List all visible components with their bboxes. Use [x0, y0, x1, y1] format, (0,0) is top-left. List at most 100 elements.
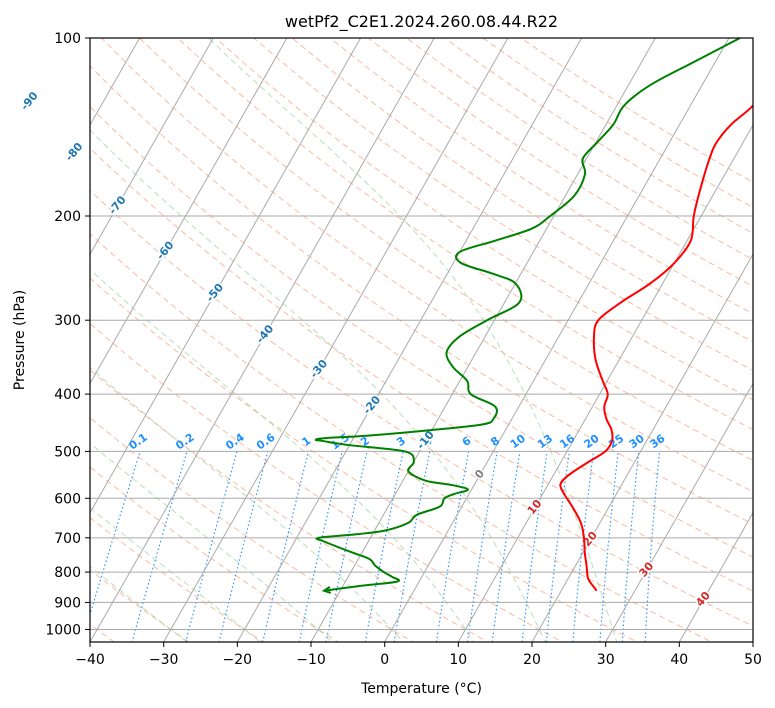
dry-adiabat-line: [291, 38, 753, 343]
isotherm-label: -20: [360, 393, 383, 417]
isotherm-line: [163, 38, 509, 642]
y-tick-label: 500: [54, 444, 81, 460]
y-axis: 100 200 300 400 500 600 700 800 900 1000: [45, 31, 90, 639]
mixing-ratio-line: [262, 451, 309, 642]
mixing-ratio-label: 0.6: [254, 430, 278, 452]
mixing-ratio-line: [435, 451, 470, 642]
y-tick-label: 600: [54, 491, 81, 507]
dry-adiabat-line: [215, 38, 753, 401]
mixing-ratio-label: 0.1: [126, 431, 149, 453]
mixing-ratio-line: [644, 451, 661, 642]
background-lines: [0, 38, 753, 642]
dry-adiabat-line: [443, 38, 753, 234]
moist-adiabat-line: [90, 565, 189, 642]
dry-adiabat-line: [90, 466, 340, 642]
mixing-ratio-label: 1.5: [328, 431, 351, 453]
temperature-line: [559, 104, 753, 592]
y-axis-label: Pressure (hPa): [12, 290, 28, 390]
mixing-ratio-label: 8: [488, 434, 502, 449]
dry-adiabat-line: [405, 38, 753, 261]
isotherm-label: -90: [18, 89, 41, 113]
dewpoint-arrowhead: [321, 586, 332, 594]
moist-adiabat-line: [90, 129, 546, 642]
isotherm-line: [605, 382, 753, 642]
y-tick-label: 200: [54, 209, 81, 225]
dry-adiabat-line: [367, 38, 753, 287]
mixing-ratio-line: [393, 451, 431, 642]
isotherm-line: [752, 640, 753, 642]
x-tick-label: −20: [223, 652, 253, 668]
data-lines: [314, 38, 753, 594]
dry-adiabat-line: [90, 369, 489, 642]
x-tick-label: −40: [75, 652, 105, 668]
dry-adiabat-line: [90, 277, 639, 642]
y-tick-label: 400: [54, 387, 81, 403]
y-tick-label: 900: [54, 595, 81, 611]
x-tick-label: 40: [670, 652, 688, 668]
isotherm-label: -60: [154, 238, 177, 262]
isotherm-label: -30: [307, 357, 330, 381]
mixing-ratio-label: 13: [535, 432, 555, 451]
isotherm-line: [384, 38, 730, 642]
x-tick-label: −30: [149, 652, 179, 668]
isotherm-label: 40: [693, 589, 713, 609]
dry-adiabat-line: [90, 189, 753, 627]
isotherm-label: -50: [203, 281, 226, 305]
plot-frame: [89, 37, 754, 643]
dry-adiabat-line: [90, 569, 190, 642]
mixing-ratio-label: 30: [627, 432, 647, 452]
y-tick-label: 1000: [45, 623, 81, 639]
x-tick-label: 50: [744, 652, 762, 668]
mixing-ratio-line: [621, 451, 640, 642]
x-tick-label: −10: [296, 652, 326, 668]
isotherm-line: [310, 38, 656, 642]
mixing-ratio-label: 1: [300, 434, 314, 449]
x-tick-label: 30: [597, 652, 615, 668]
isotherm-line: [0, 38, 66, 642]
isotherm-line: [457, 124, 753, 642]
dry-adiabat-line: [253, 38, 753, 371]
isotherm-line: [90, 38, 362, 514]
isotherm-label: -80: [63, 140, 86, 164]
mixing-ratio-label: 16: [557, 432, 577, 452]
isotherm-line: [531, 253, 753, 642]
mixing-ratio-label: 0.4: [223, 430, 247, 452]
mixing-ratio-line: [218, 451, 269, 642]
dry-adiabat-line: [90, 322, 564, 642]
isotherm-label: 30: [637, 559, 657, 579]
mixing-ratio-line: [131, 451, 188, 642]
y-tick-label: 700: [54, 531, 81, 547]
isotherm-label: 10: [525, 497, 545, 517]
dry-adiabat-line: [90, 147, 753, 592]
line-labels: 0.10.20.40.611.52346810131620253036-100-…: [17, 88, 715, 611]
isotherm-line: [90, 38, 435, 642]
mixing-ratio-label: 6: [460, 434, 474, 449]
chart-title: wetPf2_C2E1.2024.260.08.44.R22: [285, 12, 558, 32]
y-tick-label: 100: [54, 31, 81, 47]
mixing-ratio-line: [325, 451, 368, 642]
dry-adiabat-line: [90, 417, 414, 642]
mixing-ratio-line: [364, 451, 404, 642]
mixing-ratio-label: 0.2: [173, 431, 196, 453]
isotherm-line: [678, 511, 753, 642]
dry-adiabat-line: [90, 105, 753, 558]
isotherm-label: 0: [472, 467, 487, 481]
dry-adiabat-line: [481, 38, 753, 209]
isotherm-line: [90, 38, 288, 385]
moist-adiabat-line: [90, 442, 333, 642]
dry-adiabat-line: [520, 38, 753, 183]
mixing-ratio-line: [298, 451, 343, 642]
x-tick-label: 20: [523, 652, 541, 668]
dry-adiabat-line: [138, 38, 753, 461]
mixing-ratio-line: [545, 451, 570, 642]
isotherm-line: [90, 38, 214, 256]
isotherm-line: [236, 38, 583, 642]
x-axis-label: Temperature (°C): [360, 681, 482, 697]
y-tick-label: 800: [54, 565, 81, 581]
moist-adiabat-line: [90, 506, 261, 642]
dry-adiabat-line: [100, 38, 753, 493]
x-tick-label: 10: [449, 652, 467, 668]
isotherm-label: -70: [106, 193, 129, 217]
dewpoint-line: [314, 38, 741, 592]
x-tick-label: 0: [380, 652, 389, 668]
